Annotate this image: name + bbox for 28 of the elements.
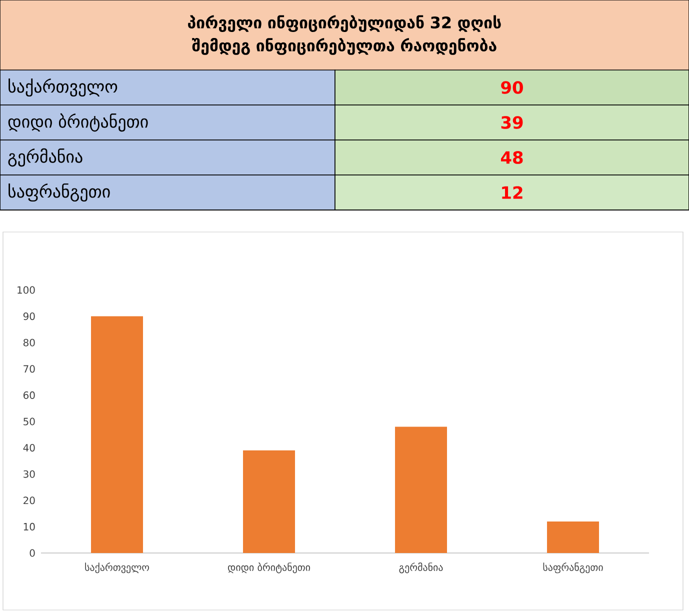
y-tick-label: 10: [24, 522, 35, 530]
data-label: 90: [501, 81, 523, 94]
y-tick-label: 50: [24, 418, 35, 426]
data-label: 39: [501, 116, 523, 129]
bar: [243, 450, 296, 553]
bar: [91, 316, 144, 553]
data-label: 12: [502, 186, 522, 199]
y-tick-label: 30: [24, 470, 35, 478]
y-tick-label: 0: [30, 549, 35, 557]
y-tick-label: 60: [24, 391, 35, 399]
y-tick-label: 80: [23, 338, 35, 346]
x-tick-label: საფრანგეთი: [543, 562, 603, 574]
chart-title: პირველი ინფიცირებულიდან 32 დღის შემდეგ ინფიცირებულთა რაოდენობა: [188, 15, 501, 55]
y-tick-label: საქართველო: [8, 78, 118, 97]
y-tick-label: 20: [24, 496, 35, 504]
y-tick-label: 70: [24, 365, 35, 373]
x-tick-label: დიდი ბრიტანეთი: [228, 562, 310, 574]
x-tick-label: საქართველო: [85, 562, 149, 574]
data-label: 48: [500, 151, 523, 164]
bar: [395, 426, 448, 553]
bar: [547, 521, 600, 553]
y-tick-label: საფრანგეთი: [8, 183, 110, 202]
y-tick-label: გერმანია: [8, 148, 82, 167]
y-tick-label: დიდი ბრიტანეთი: [8, 113, 148, 132]
x-tick-label: გერმანია: [399, 562, 443, 574]
y-tick-label: 40: [23, 444, 35, 452]
y-tick-label: 90: [23, 312, 35, 320]
y-tick-label: 100: [18, 286, 35, 294]
